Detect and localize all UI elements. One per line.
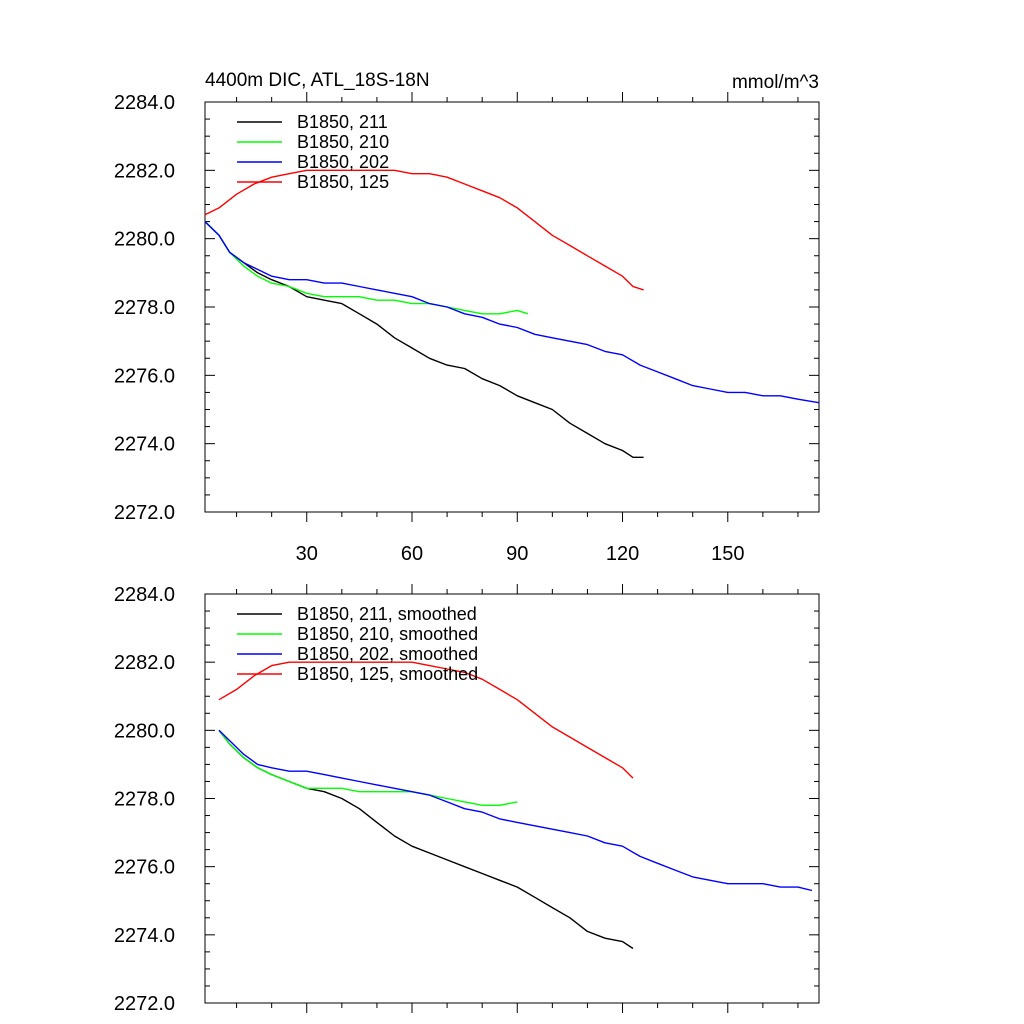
legend-label-1: B1850, 210 xyxy=(297,132,389,152)
units-label: mmol/m^3 xyxy=(732,72,819,93)
series-line-1 xyxy=(204,221,529,315)
x-tick-label: 30 xyxy=(296,543,318,565)
y-tick-label: 2274.0 xyxy=(114,434,175,456)
legend-label-2: B1850, 202, smoothed xyxy=(297,644,478,664)
x-tick-label: 120 xyxy=(606,543,639,565)
series-line-3 xyxy=(218,661,634,779)
legend-label-0: B1850, 211, smoothed xyxy=(297,604,477,624)
legend-label-2: B1850, 202 xyxy=(297,152,389,172)
x-tick-label: 150 xyxy=(711,543,744,565)
top-panel: 2272.0 2274.0 2276.0 2278.0 2280.0 2282.0 2284… xyxy=(114,70,820,565)
y-tick-label: 2282.0 xyxy=(114,160,175,182)
chart-title: 4400m DIC, ATL_18S-18N xyxy=(205,70,430,91)
legend-label-3: B1850, 125, smoothed xyxy=(297,664,478,684)
series-line-2 xyxy=(218,729,813,892)
series-line-1 xyxy=(218,729,518,806)
series-line-0 xyxy=(204,221,644,458)
legend-label-1: B1850, 210, smoothed xyxy=(297,624,478,644)
y-tick-label: 2272.0 xyxy=(114,993,175,1015)
series-line-0 xyxy=(218,729,634,950)
bottom-panel: 2272.0 2274.0 2276.0 2278.0 2280.0 2282.0 2284… xyxy=(114,584,820,1015)
y-tick-label: 2276.0 xyxy=(114,857,175,879)
y-tick-label: 2284.0 xyxy=(114,92,175,114)
y-tick-label: 2280.0 xyxy=(114,720,175,742)
series-line-3 xyxy=(204,169,644,291)
y-tick-label: 2284.0 xyxy=(114,584,175,606)
legend-label-3: B1850, 125 xyxy=(297,172,389,192)
y-tick-label: 2276.0 xyxy=(114,365,175,387)
y-tick-label: 2282.0 xyxy=(114,652,175,674)
y-tick-label: 2274.0 xyxy=(114,925,175,947)
x-tick-label: 90 xyxy=(506,543,528,565)
series-line-2 xyxy=(204,221,820,404)
x-tick-label: 60 xyxy=(401,543,423,565)
y-tick-label: 2272.0 xyxy=(114,502,175,524)
y-tick-label: 2278.0 xyxy=(114,789,175,811)
y-tick-label: 2278.0 xyxy=(114,297,175,319)
legend-label-0: B1850, 211 xyxy=(297,112,388,132)
y-tick-label: 2280.0 xyxy=(114,229,175,251)
